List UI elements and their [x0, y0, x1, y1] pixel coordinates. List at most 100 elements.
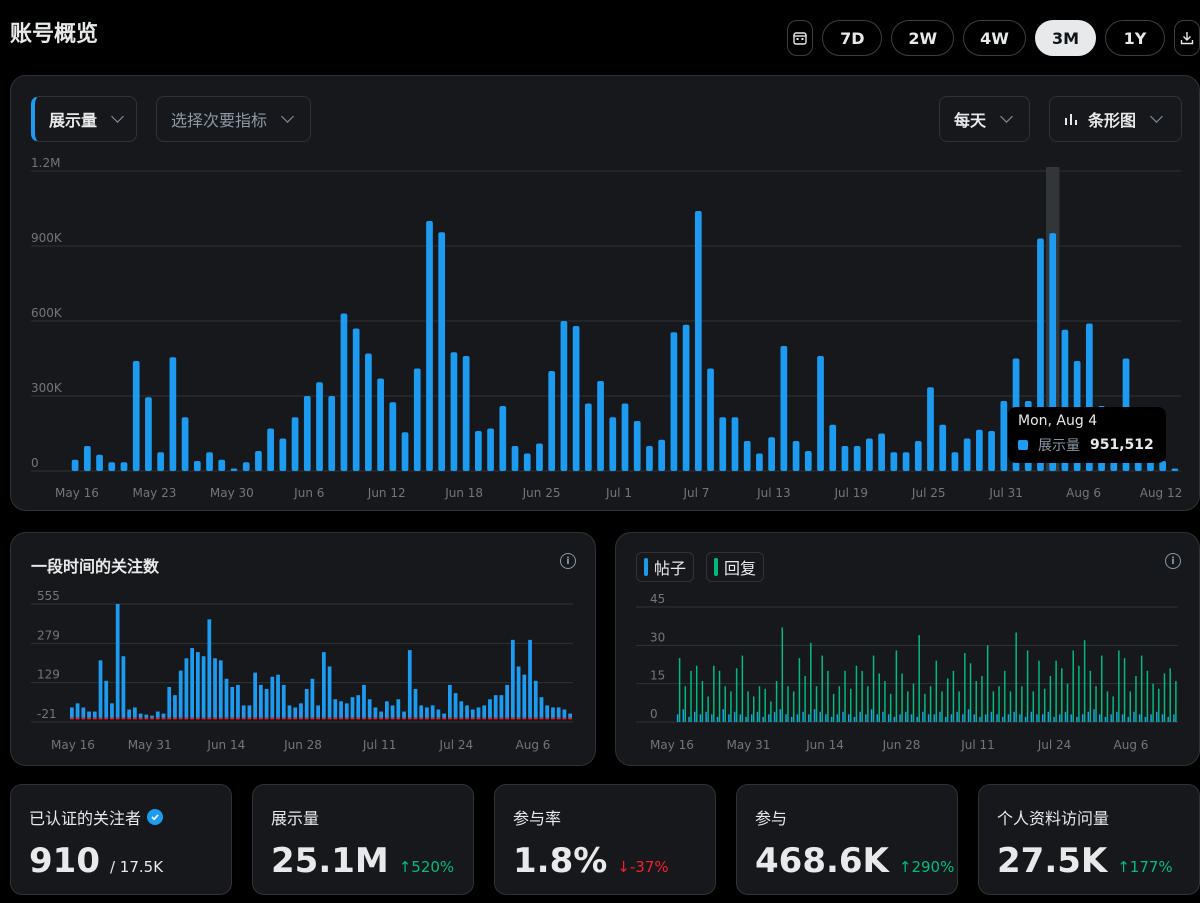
x-tick-label: May 31 — [128, 738, 172, 752]
bar — [1106, 691, 1109, 722]
range-1y-button[interactable]: 1Y — [1105, 20, 1165, 56]
bar — [802, 711, 804, 722]
bar — [436, 709, 441, 718]
bar — [910, 714, 913, 722]
stat-card-engagement-rate[interactable]: 参与率 1.8% ↓-37% — [494, 784, 716, 895]
bar — [127, 709, 131, 718]
bar — [1002, 716, 1004, 722]
bar — [1144, 716, 1147, 722]
bar — [1121, 714, 1124, 722]
bar — [255, 451, 262, 471]
bar — [499, 695, 504, 718]
bar — [889, 693, 892, 722]
bar — [722, 709, 724, 722]
bar — [201, 656, 206, 718]
range-3m-button[interactable]: 3M — [1034, 20, 1096, 56]
frequency-dropdown[interactable]: 每天 — [939, 96, 1030, 142]
bar — [676, 714, 679, 722]
bar — [935, 660, 938, 722]
bar — [98, 717, 103, 720]
bar — [699, 714, 702, 722]
bar — [905, 711, 907, 722]
x-tick-label: Aug 6 — [1114, 738, 1149, 752]
x-tick-label: May 23 — [132, 486, 176, 500]
bar — [373, 707, 378, 718]
bar — [678, 658, 681, 722]
bar — [438, 232, 446, 471]
info-icon[interactable]: i — [1165, 553, 1181, 569]
bar — [785, 714, 787, 722]
bar — [695, 665, 698, 722]
bar — [402, 711, 406, 718]
bar — [87, 711, 91, 718]
y-tick-label: 600K — [31, 306, 63, 320]
bar — [242, 462, 250, 471]
secondary-metric-dropdown[interactable]: 选择次要指标 — [156, 96, 311, 142]
bar — [150, 717, 154, 720]
stat-card-impressions[interactable]: 展示量 25.1M ↑520% — [252, 784, 474, 895]
stat-card-engagements[interactable]: 参与 468.6K ↑290% — [736, 784, 958, 895]
bar — [81, 717, 86, 720]
bar — [621, 403, 629, 471]
download-button[interactable] — [1174, 20, 1200, 56]
bar — [832, 693, 835, 722]
bar — [690, 670, 692, 722]
bar — [218, 660, 223, 718]
stat-label: 参与率 — [513, 809, 562, 828]
bar-chart-icon — [1065, 114, 1077, 125]
bar — [402, 717, 406, 720]
range-2w-button[interactable]: 2W — [891, 20, 955, 56]
bar — [745, 716, 747, 722]
bar — [333, 717, 338, 720]
bar — [127, 717, 131, 720]
range-7d-button[interactable]: 7D — [822, 20, 883, 56]
info-icon[interactable]: i — [560, 553, 576, 569]
stat-card-verified-followers[interactable]: 已认证的关注者 910 / 17.5K — [10, 784, 232, 895]
range-4w-button[interactable]: 4W — [963, 20, 1026, 56]
bar — [407, 717, 412, 720]
bar — [716, 716, 719, 722]
bar — [1095, 686, 1097, 722]
bar — [264, 717, 269, 720]
bar — [75, 703, 80, 718]
bar — [462, 356, 470, 471]
bar — [981, 676, 983, 722]
bar — [545, 717, 550, 720]
bar — [787, 686, 789, 722]
bar — [1009, 691, 1012, 722]
download-icon — [1180, 32, 1194, 45]
bar — [373, 717, 378, 720]
bar — [224, 678, 229, 718]
bar — [939, 711, 941, 722]
bar — [482, 717, 487, 720]
stat-delta: ↑520% — [398, 858, 455, 876]
stat-card-profile-visits[interactable]: 个人资料访问量 27.5K ↑177% — [978, 784, 1200, 895]
bar — [499, 717, 504, 720]
bar — [1133, 711, 1135, 722]
bar — [155, 711, 160, 718]
bar — [184, 717, 189, 720]
bar — [316, 717, 320, 720]
bar — [901, 673, 903, 722]
legend-replies-chip[interactable]: 回复 — [706, 552, 765, 582]
bar — [328, 396, 336, 471]
bar — [829, 424, 837, 471]
calendar-button[interactable] — [787, 20, 814, 56]
primary-metric-dropdown[interactable]: 展示量 — [31, 96, 137, 142]
followers-chart[interactable]: -21 129 279 555 May 16 May 31 Jun 14 Jun 28 Jul … — [11, 533, 595, 765]
bar — [322, 717, 326, 720]
bar — [556, 717, 561, 720]
chart-type-dropdown[interactable]: 条形图 — [1049, 96, 1182, 142]
stat-value: 25.1M — [271, 841, 389, 881]
bar — [963, 438, 971, 471]
bar — [1158, 688, 1160, 722]
bar — [941, 691, 943, 722]
bar — [1078, 665, 1080, 722]
bar — [705, 711, 707, 722]
legend-posts-chip[interactable]: 帖子 — [636, 552, 695, 582]
bar — [539, 697, 544, 718]
bar — [718, 670, 721, 722]
bar — [407, 650, 412, 718]
posts-replies-chart[interactable]: 0 15 30 45 May 16 May 31 Jun 14 Jun 28 Jul 11 Jul… — [616, 533, 1199, 765]
bar — [362, 717, 366, 720]
